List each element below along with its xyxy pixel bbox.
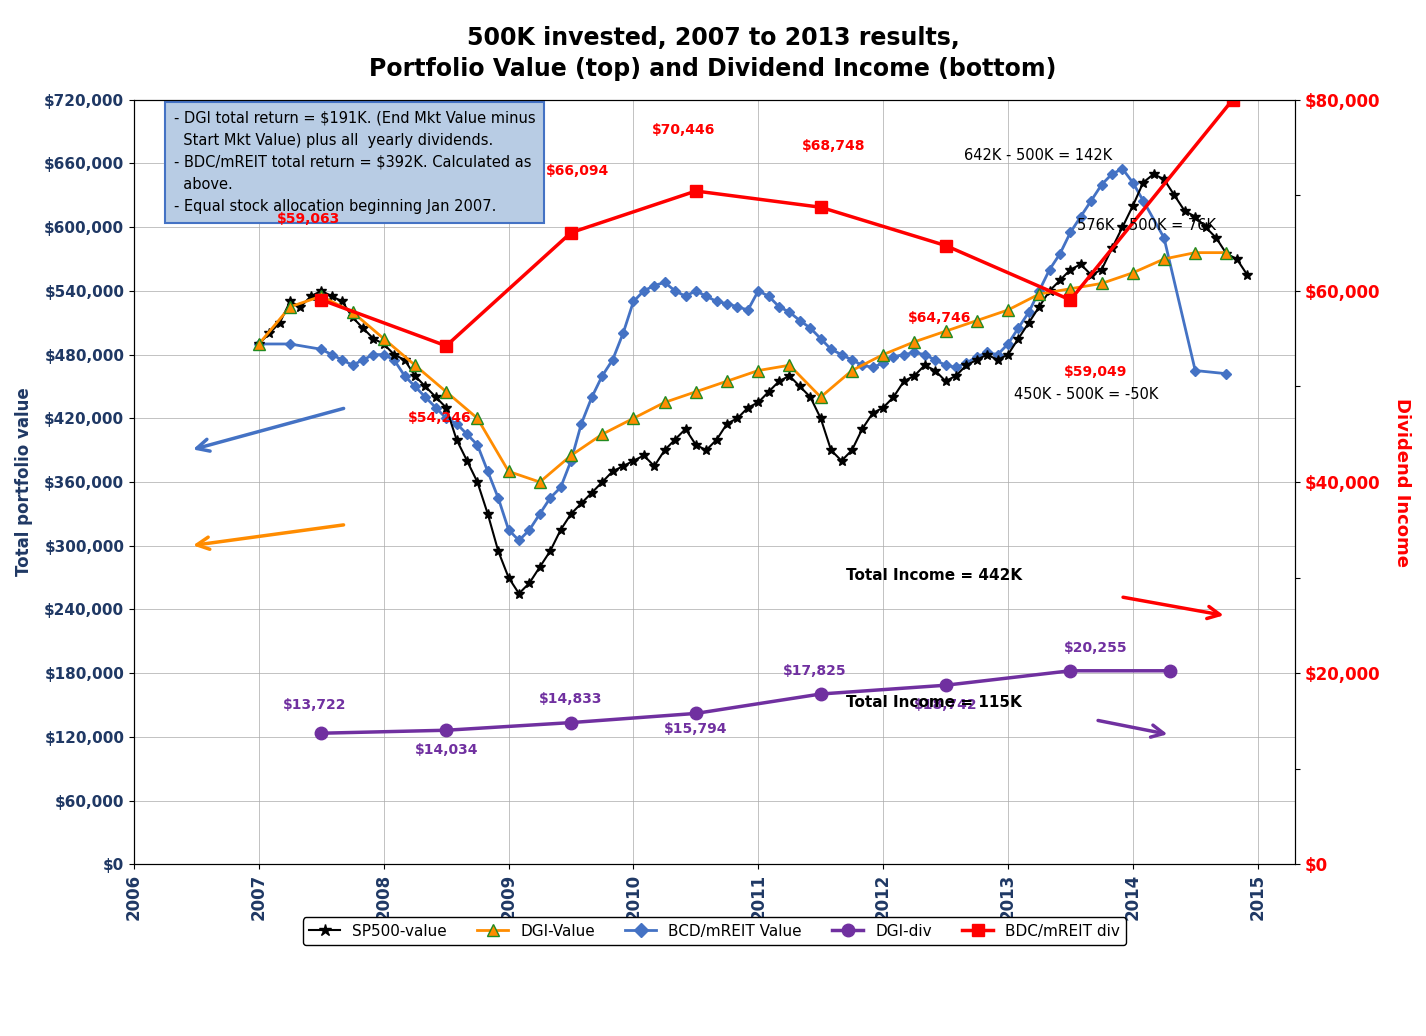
- DGI-Value: [1124, 266, 1141, 279]
- DGI-Value: [813, 391, 830, 403]
- DGI-div: [1062, 664, 1079, 677]
- Text: 500K invested, 2007 to 2013 results,: 500K invested, 2007 to 2013 results,: [466, 26, 960, 50]
- Text: 642K - 500K = 142K: 642K - 500K = 142K: [964, 148, 1112, 164]
- DGI-Value: [532, 476, 549, 488]
- Text: Total Income = 442K: Total Income = 442K: [846, 568, 1022, 582]
- DGI-Value: [656, 396, 673, 408]
- Text: - DGI total return = $191K. (End Mkt Value minus
  Start Mkt Value) plus all  ye: - DGI total return = $191K. (End Mkt Val…: [174, 110, 536, 214]
- Text: $54,246: $54,246: [408, 411, 472, 426]
- DGI-Value: [281, 300, 298, 313]
- BCD/mREIT Value: [1218, 368, 1235, 380]
- Line: BCD/mREIT Value: BCD/mREIT Value: [255, 166, 1229, 544]
- Y-axis label: Dividend Income: Dividend Income: [1393, 398, 1410, 567]
- BCD/mREIT Value: [1135, 195, 1152, 207]
- DGI-Value: [687, 385, 704, 398]
- SP500-value: [791, 380, 809, 393]
- DGI-Value: [874, 348, 891, 361]
- DGI-div: [813, 688, 830, 700]
- BCD/mREIT Value: [511, 535, 528, 547]
- BDC/mREIT div: [813, 201, 830, 213]
- DGI-Value: [968, 314, 985, 326]
- SP500-value: [251, 338, 268, 350]
- DGI-Value: [251, 338, 268, 350]
- DGI-Value: [843, 365, 860, 377]
- DGI-div: [1162, 664, 1179, 677]
- BDC/mREIT div: [687, 184, 704, 197]
- DGI-Value: [1094, 278, 1111, 290]
- Text: Portfolio Value (top) and Dividend Income (bottom): Portfolio Value (top) and Dividend Incom…: [369, 57, 1057, 81]
- DGI-Value: [750, 365, 767, 377]
- BCD/mREIT Value: [573, 418, 590, 430]
- DGI-div: [687, 708, 704, 720]
- Text: 450K - 500K = -50K: 450K - 500K = -50K: [1014, 387, 1158, 402]
- Text: 576K - 500K = 76K: 576K - 500K = 76K: [1077, 219, 1215, 233]
- DGI-Value: [1218, 247, 1235, 259]
- SP500-value: [511, 587, 528, 600]
- Text: $14,034: $14,034: [415, 743, 478, 757]
- Text: $20,255: $20,255: [1064, 640, 1127, 655]
- DGI-Value: [312, 290, 329, 303]
- SP500-value: [542, 545, 559, 557]
- BDC/mREIT div: [312, 293, 329, 306]
- BCD/mREIT Value: [251, 338, 268, 350]
- Legend: SP500-value, DGI-Value, BCD/mREIT Value, DGI-div, BDC/mREIT div: SP500-value, DGI-Value, BCD/mREIT Value,…: [304, 918, 1127, 945]
- Text: $68,748: $68,748: [801, 139, 866, 153]
- DGI-Value: [406, 359, 424, 372]
- DGI-Value: [501, 465, 518, 478]
- BCD/mREIT Value: [562, 455, 579, 467]
- Text: $13,722: $13,722: [284, 698, 347, 713]
- Line: SP500-value: SP500-value: [254, 169, 1252, 599]
- DGI-Value: [781, 359, 799, 372]
- BDC/mREIT div: [562, 227, 579, 239]
- BCD/mREIT Value: [739, 304, 756, 316]
- Text: $66,094: $66,094: [546, 165, 609, 178]
- Text: $59,063: $59,063: [277, 212, 341, 226]
- DGI-Value: [1062, 283, 1079, 295]
- BCD/mREIT Value: [1114, 163, 1131, 175]
- DGI-Value: [344, 306, 361, 318]
- Text: Total Income = 115K: Total Income = 115K: [846, 695, 1021, 711]
- Text: $17,825: $17,825: [783, 664, 846, 678]
- DGI-Value: [438, 385, 455, 398]
- BDC/mREIT div: [438, 340, 455, 352]
- DGI-Value: [469, 412, 486, 425]
- SP500-value: [385, 348, 402, 361]
- Line: BDC/mREIT div: BDC/mREIT div: [315, 93, 1239, 352]
- Y-axis label: Total portfolio value: Total portfolio value: [16, 387, 33, 576]
- DGI-Value: [906, 336, 923, 348]
- DGI-Value: [1000, 304, 1017, 316]
- DGI-Value: [593, 428, 610, 440]
- BDC/mREIT div: [1224, 93, 1241, 106]
- Text: $64,746: $64,746: [907, 311, 971, 325]
- BCD/mREIT Value: [438, 412, 455, 425]
- Text: $59,049: $59,049: [1064, 366, 1127, 379]
- DGI-Value: [1031, 288, 1048, 300]
- SP500-value: [760, 385, 777, 398]
- DGI-div: [937, 679, 954, 691]
- DGI-Value: [719, 375, 736, 387]
- Text: $70,446: $70,446: [652, 122, 714, 137]
- BDC/mREIT div: [937, 239, 954, 252]
- DGI-div: [562, 716, 579, 728]
- DGI-div: [312, 727, 329, 740]
- SP500-value: [1176, 205, 1194, 218]
- SP500-value: [1239, 268, 1256, 281]
- Text: $14,833: $14,833: [539, 692, 603, 707]
- Text: $18,742: $18,742: [914, 698, 977, 712]
- Line: DGI-div: DGI-div: [315, 664, 1176, 740]
- X-axis label: date →: date →: [686, 926, 743, 941]
- DGI-Value: [562, 450, 579, 462]
- DGI-Value: [937, 325, 954, 338]
- Line: DGI-Value: DGI-Value: [252, 247, 1232, 488]
- Text: $15,794: $15,794: [665, 721, 727, 736]
- BCD/mREIT Value: [605, 353, 622, 366]
- DGI-div: [438, 724, 455, 737]
- DGI-Value: [1155, 253, 1172, 265]
- SP500-value: [687, 438, 704, 451]
- DGI-Value: [1186, 247, 1204, 259]
- BDC/mREIT div: [1062, 294, 1079, 307]
- SP500-value: [1145, 168, 1162, 180]
- DGI-Value: [625, 412, 642, 425]
- DGI-Value: [375, 333, 392, 345]
